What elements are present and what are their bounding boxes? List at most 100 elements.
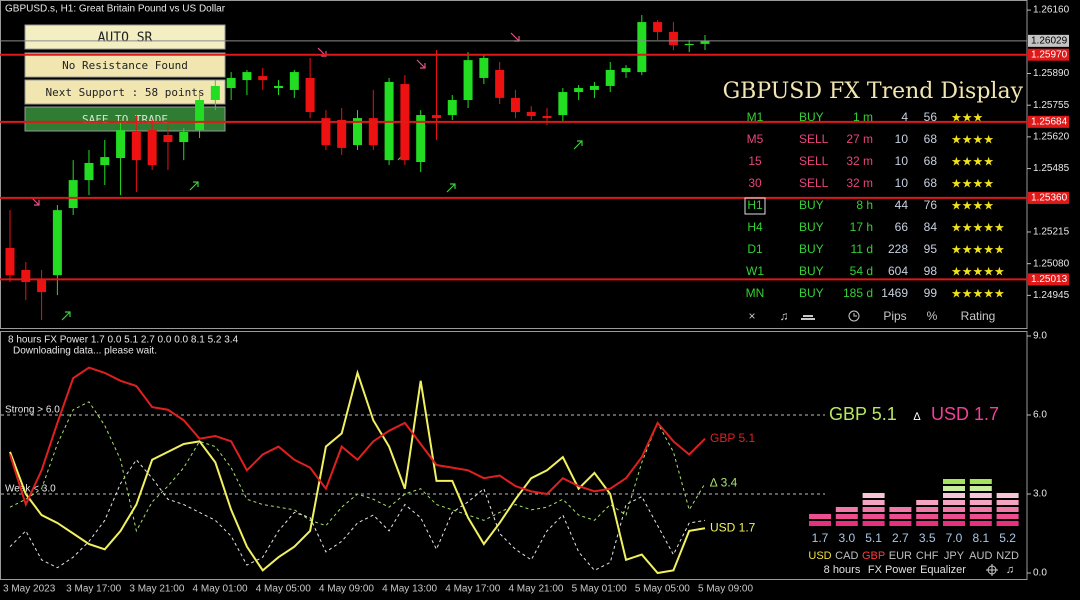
candle-body xyxy=(510,97,520,112)
candle-body xyxy=(163,135,173,143)
threshold-label: Weak < 3.0 xyxy=(5,484,56,495)
equalizer-segment xyxy=(969,500,992,505)
percent: 95 xyxy=(924,242,938,256)
auto-sr-button[interactable] xyxy=(24,24,226,50)
candle-body xyxy=(84,162,94,181)
percent: 84 xyxy=(924,220,938,234)
equalizer-segment xyxy=(862,500,885,505)
candle-body xyxy=(495,69,505,98)
y-tick-label: 1.25755 xyxy=(1033,100,1070,111)
equalizer-segment xyxy=(969,521,992,526)
rating: ★★★★ xyxy=(951,155,994,169)
signal-age: 32 m xyxy=(846,154,873,168)
candle-body xyxy=(242,72,252,81)
y-tick-label: 1.25215 xyxy=(1033,227,1070,238)
pair-quote: USD 1.7 xyxy=(931,404,999,424)
signal-age: 32 m xyxy=(846,176,873,190)
candle-body xyxy=(668,31,678,46)
price-panel-frame xyxy=(0,0,1028,329)
sr-level-box xyxy=(1028,48,1069,61)
rating: ★★★★★ xyxy=(951,287,1005,301)
window-title: GBPUSD.s, H1: Great Britain Pound vs US … xyxy=(5,4,226,15)
equalizer-segment xyxy=(889,514,912,519)
equalizer-segment xyxy=(916,514,939,519)
candle-body xyxy=(700,40,710,44)
signal-age: 8 h xyxy=(856,198,873,212)
signal: BUY xyxy=(799,264,824,278)
equalizer-segment xyxy=(996,500,1019,505)
candle-body xyxy=(463,60,473,101)
candle-body xyxy=(431,115,441,119)
candle-body xyxy=(621,68,631,73)
equalizer-segment xyxy=(969,507,992,512)
rating: ★★★★ xyxy=(951,199,994,213)
equalizer-segment xyxy=(943,507,965,512)
candle-body xyxy=(447,100,457,116)
auto-sr-label[interactable]: AUTO SR xyxy=(98,31,153,46)
equalizer-segment xyxy=(916,500,939,505)
candle-body xyxy=(589,85,599,90)
equalizer-segment xyxy=(916,521,939,526)
equalizer-value: 8.1 xyxy=(972,531,989,545)
pips: 66 xyxy=(895,220,909,234)
candle-body xyxy=(416,115,426,163)
candle-body xyxy=(526,111,536,116)
x-tick-label: 5 May 01:00 xyxy=(572,584,627,595)
signal: BUY xyxy=(799,286,824,300)
percent: 99 xyxy=(924,286,938,300)
candle-body xyxy=(684,43,694,46)
equalizer-segment xyxy=(862,521,885,526)
resistance-box xyxy=(24,52,226,78)
candle-body xyxy=(558,92,568,116)
series-label: USD 1.7 xyxy=(710,520,756,534)
timeframe: M5 xyxy=(747,132,764,146)
candle-body xyxy=(289,72,299,90)
candle-body xyxy=(653,22,663,32)
candle-body xyxy=(305,77,315,112)
currency: CHF xyxy=(916,550,939,562)
timeframe: 30 xyxy=(748,176,762,190)
signal-age: 185 d xyxy=(843,286,873,300)
equalizer-segment xyxy=(943,500,965,505)
equalizer-value: 3.0 xyxy=(838,531,855,545)
status-text: SAFE TO TRADE xyxy=(82,113,168,126)
y-tick-label: 1.25485 xyxy=(1033,163,1070,174)
equalizer-value: 1.7 xyxy=(812,531,829,545)
sr-level-box xyxy=(1028,191,1069,204)
percent: 68 xyxy=(924,154,938,168)
percent: 68 xyxy=(924,176,938,190)
candle-body xyxy=(542,115,552,119)
signal: SELL xyxy=(799,176,829,190)
signal: BUY xyxy=(799,220,824,234)
rating: ★★★ xyxy=(951,111,983,125)
pair-base: GBP 5.1 xyxy=(829,404,897,424)
sr-level-label: 1.25970 xyxy=(1031,49,1068,60)
percent: 56 xyxy=(924,110,938,124)
sr-level-label: 1.25684 xyxy=(1031,116,1068,127)
power-line xyxy=(9,366,706,508)
equalizer-segment xyxy=(943,514,965,519)
trend-footer-item: % xyxy=(927,309,938,323)
series-label: ∆ 3.4 xyxy=(710,476,738,490)
candle-body xyxy=(37,280,47,293)
equalizer-segment xyxy=(889,507,912,512)
timeframe: M1 xyxy=(747,110,764,124)
candle-body xyxy=(274,85,284,89)
equalizer-segment xyxy=(835,521,858,526)
candle-body xyxy=(100,157,110,166)
y-tick-label: 1.24945 xyxy=(1033,290,1070,301)
x-tick-label: 4 May 21:00 xyxy=(508,584,563,595)
currency: NZD xyxy=(996,550,1019,562)
pair-delta: ∆ xyxy=(914,411,921,423)
equalizer-segment xyxy=(862,493,885,498)
equalizer-segment xyxy=(943,486,965,491)
signal: SELL xyxy=(799,154,829,168)
equalizer-value: 3.5 xyxy=(919,531,936,545)
candle-body xyxy=(605,69,615,86)
y-tick-label: 1.25620 xyxy=(1033,132,1070,143)
candle-body xyxy=(226,77,236,89)
trend-footer-item: Pips xyxy=(883,309,906,323)
support-box xyxy=(24,79,226,105)
equalizer-value: 2.7 xyxy=(892,531,909,545)
